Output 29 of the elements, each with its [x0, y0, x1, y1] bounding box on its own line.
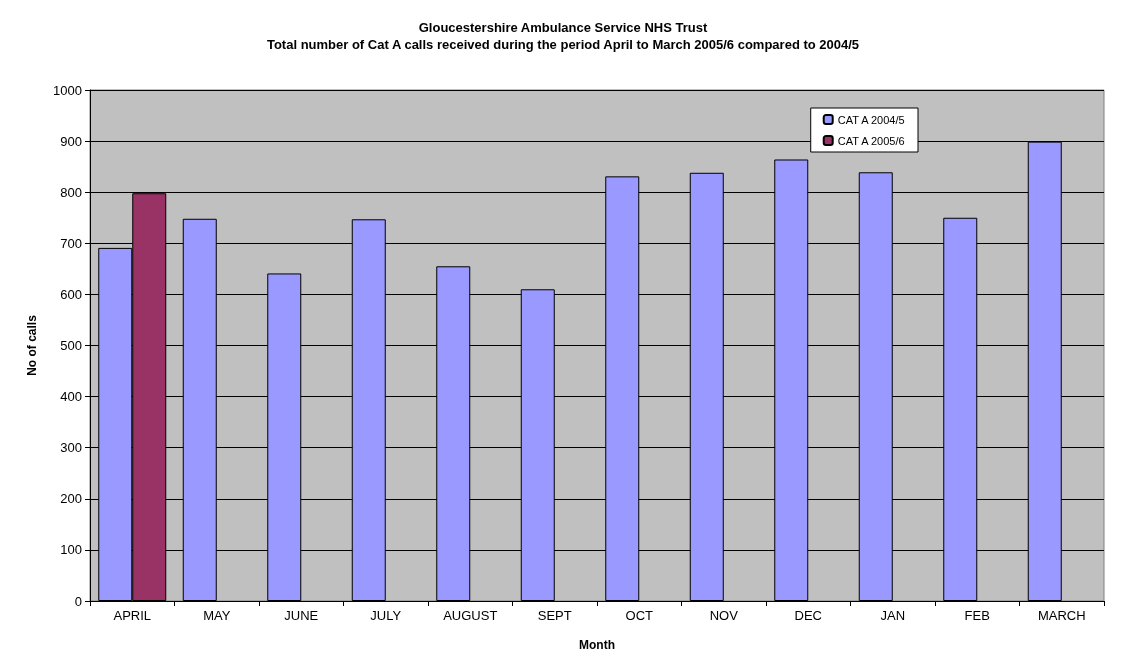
x-tick-label: FEB — [964, 608, 990, 623]
y-axis-title: No of calls — [25, 314, 39, 376]
x-tick-label: MARCH — [1037, 608, 1086, 623]
x-tick-label: JUNE — [284, 608, 319, 623]
x-tick-label: DEC — [794, 608, 822, 623]
y-tick-label: 0 — [74, 593, 82, 609]
x-tick-label: MAY — [203, 608, 231, 623]
legend-label: CAT A 2005/6 — [837, 134, 905, 147]
y-tick-label: 100 — [60, 542, 82, 558]
y-tick-label: 500 — [60, 338, 82, 353]
x-tick-label: NOV — [709, 608, 739, 623]
x-tick-label: APRIL — [113, 608, 152, 623]
x-tick-label: OCT — [625, 608, 654, 623]
y-tick-label: 900 — [60, 133, 82, 149]
y-tick-label: 200 — [60, 491, 82, 507]
y-tick-label: 800 — [60, 184, 82, 200]
y-tick-label: 700 — [60, 235, 82, 251]
y-tick-label: 400 — [60, 389, 82, 405]
x-tick-label: SEPT — [537, 608, 572, 623]
x-tick-label: AUGUST — [443, 608, 498, 623]
chart-title: Gloucestershire Ambulance Service NHS Trust — [418, 20, 708, 35]
legend-label: CAT A 2004/5 — [837, 113, 905, 126]
y-tick-label: 1000 — [53, 82, 82, 98]
x-axis-title: Month — [579, 638, 615, 652]
y-tick-label: 300 — [60, 440, 82, 456]
y-tick-label: 600 — [60, 286, 82, 302]
chart-subtitle: Total number of Cat A calls received during the period April to March 2005/6 compared to 2004/5 — [266, 37, 860, 52]
x-tick-label: JULY — [370, 608, 402, 623]
x-tick-label: JAN — [880, 608, 906, 623]
